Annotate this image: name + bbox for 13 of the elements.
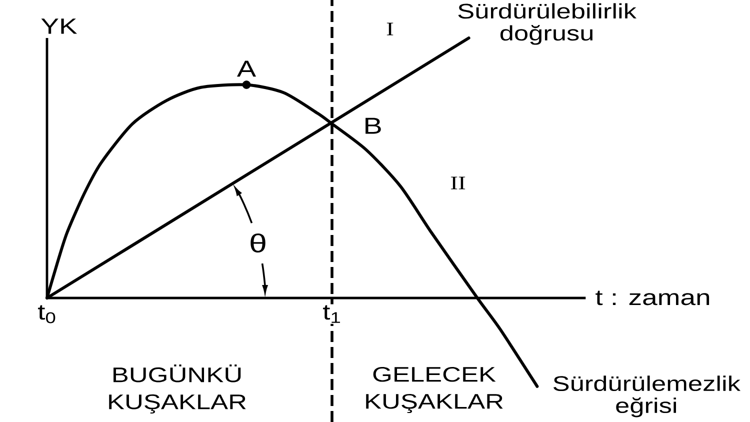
series-label: Sürdürülemezlik eğrisi [553, 376, 740, 418]
x-tick-label: t$_{0}$ [38, 305, 56, 324]
x-axis-title: t : zaman [596, 290, 710, 306]
annotation: GELECEK KUŞAKLAR [366, 366, 503, 414]
annotation: II [450, 176, 466, 190]
series-label: Sürdürülebilirlik doğrusu [458, 3, 637, 45]
annotation: B [366, 118, 381, 134]
text: I [386, 22, 394, 36]
annotation: θ [250, 233, 266, 253]
annotation: A [236, 60, 256, 77]
x-tick-label: t$_{1}$ [323, 305, 340, 323]
y-axis-title: YK [41, 18, 78, 34]
annotation: BUGÜNKÜ KUŞAKLAR [109, 364, 246, 414]
